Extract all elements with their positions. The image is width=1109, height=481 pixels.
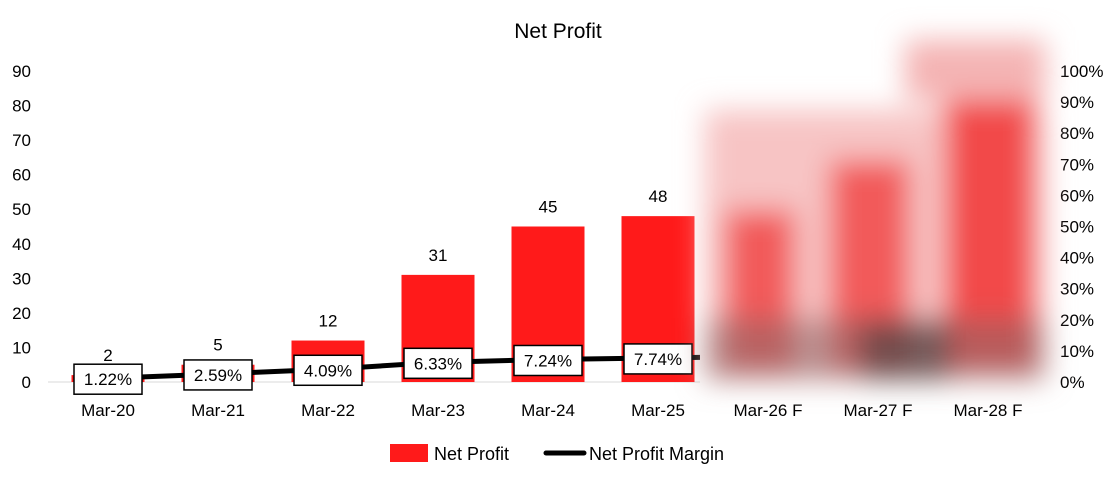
- y-right-tick-label: 90%: [1060, 93, 1094, 112]
- y-left-tick-label: 50: [12, 200, 31, 219]
- margin-value-label: 4.09%: [293, 354, 363, 387]
- margin-label-text: 7.74%: [634, 350, 682, 369]
- y-left-tick-label: 80: [12, 97, 31, 116]
- legend: Net Profit Net Profit Margin: [390, 444, 724, 464]
- y-right-tick-label: 10%: [1060, 342, 1094, 361]
- legend-label: Net Profit: [434, 444, 509, 464]
- bar-value-label: 12: [319, 312, 338, 331]
- y-right-tick-label: 20%: [1060, 311, 1094, 330]
- y-right-tick-label: 70%: [1060, 155, 1094, 174]
- margin-label-text: 4.09%: [304, 361, 352, 380]
- margin-label-box: [73, 363, 143, 395]
- y-left-tick-label: 10: [12, 338, 31, 357]
- x-tick-label: Mar-20: [81, 401, 135, 420]
- margin-label-box: [293, 354, 363, 387]
- y-left-tick-label: 60: [12, 166, 31, 185]
- y-left-tick-label: 40: [12, 235, 31, 254]
- chart-title: Net Profit: [514, 20, 602, 43]
- bar-value-label: 2: [103, 346, 112, 365]
- legend-label: Net Profit Margin: [589, 444, 724, 464]
- x-tick-label: Mar-22: [301, 401, 355, 420]
- bar-value-label: 45: [539, 198, 558, 217]
- x-axis: Mar-20 Mar-21 Mar-22 Mar-23 Mar-24 Mar-25 Mar-…: [81, 401, 1022, 420]
- x-tick-label: Mar-21: [191, 401, 245, 420]
- margin-label-text: 6.33%: [414, 354, 462, 373]
- y-left-tick-label: 0: [22, 373, 31, 392]
- y-right-tick-label: 50%: [1060, 218, 1094, 237]
- obscured-region: [700, 30, 1052, 386]
- y-right-tick-label: 40%: [1060, 249, 1094, 268]
- y-axis-right: 0% 10% 20% 30% 40% 50% 60% 70% 80% 90% 100%: [1060, 62, 1103, 392]
- legend-item-net-profit: Net Profit: [390, 444, 509, 464]
- x-tick-label: Mar-26 F: [734, 401, 803, 420]
- y-right-tick-label: 100%: [1060, 62, 1103, 81]
- y-right-tick-label: 60%: [1060, 186, 1094, 205]
- margin-data-labels: 1.22% 2.59% 4.09% 6.33% 7.24% 7.74%: [73, 343, 693, 395]
- x-tick-label: Mar-23: [411, 401, 465, 420]
- bar-value-label: 5: [213, 336, 222, 355]
- margin-label-text: 7.24%: [524, 351, 572, 370]
- margin-value-label: 7.74%: [623, 343, 693, 375]
- margin-label-box: [513, 344, 583, 377]
- margin-label-box: [403, 347, 473, 380]
- margin-label-box: [623, 343, 693, 375]
- x-tick-label: Mar-27 F: [844, 401, 913, 420]
- margin-label-text: 2.59%: [194, 366, 242, 385]
- y-left-tick-label: 70: [12, 131, 31, 150]
- bar-value-label: 48: [649, 187, 668, 206]
- y-right-tick-label: 0%: [1060, 373, 1085, 392]
- y-left-tick-label: 90: [12, 62, 31, 81]
- y-axis-left: 0 10 20 30 40 50 60 70 80 90: [12, 62, 31, 392]
- bar-value-label: 31: [429, 246, 448, 265]
- margin-value-label: 2.59%: [183, 359, 253, 391]
- y-right-tick-label: 30%: [1060, 280, 1094, 299]
- margin-label-text: 1.22%: [84, 370, 132, 389]
- legend-item-net-profit-margin: Net Profit Margin: [543, 444, 724, 464]
- bar-data-labels: 2 5 12 31 45 48: [103, 187, 667, 365]
- y-right-tick-label: 80%: [1060, 124, 1094, 143]
- x-tick-label: Mar-24: [521, 401, 575, 420]
- margin-value-label: 7.24%: [513, 344, 583, 377]
- y-left-tick-label: 20: [12, 304, 31, 323]
- x-tick-label: Mar-28 F: [954, 401, 1023, 420]
- margin-value-label: 1.22%: [73, 363, 143, 395]
- x-tick-label: Mar-25: [631, 401, 685, 420]
- y-left-tick-label: 30: [12, 269, 31, 288]
- margin-value-label: 6.33%: [403, 347, 473, 380]
- legend-swatch-bar: [390, 444, 428, 462]
- margin-label-box: [183, 359, 253, 391]
